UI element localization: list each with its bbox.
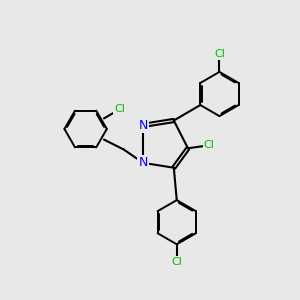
Text: N: N <box>138 156 148 169</box>
Text: Cl: Cl <box>214 49 225 59</box>
Text: Cl: Cl <box>114 104 125 114</box>
Text: N: N <box>138 119 148 132</box>
Text: Cl: Cl <box>171 257 182 267</box>
Text: Cl: Cl <box>204 140 214 150</box>
